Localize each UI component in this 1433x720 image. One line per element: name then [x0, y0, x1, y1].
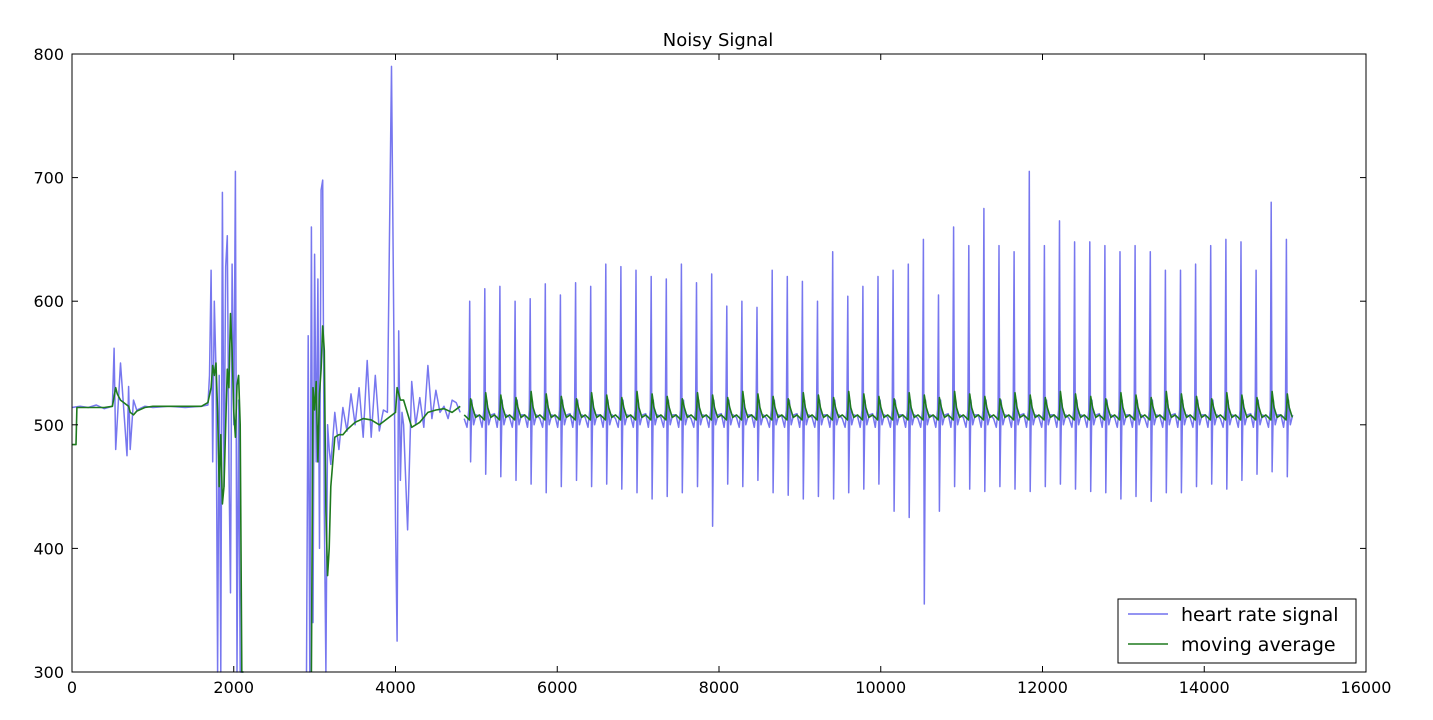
plot-area [71, 53, 1367, 673]
x-tick-label: 12000 [1017, 678, 1068, 697]
series-line-heart-rate-signal [71, 170, 244, 673]
y-tick-label: 400 [33, 539, 64, 558]
x-tick-label: 8000 [699, 678, 740, 697]
x-tick-label: 0 [67, 678, 77, 697]
x-tick-label: 14000 [1179, 678, 1230, 697]
legend-label-heart-rate-signal: heart rate signal [1181, 604, 1339, 626]
y-axis-ticks: 300 400 500 600 700 800 [33, 45, 1366, 682]
y-tick-label: 800 [33, 45, 64, 64]
series-layer [71, 65, 1294, 673]
y-tick-label: 300 [33, 663, 64, 682]
legend-label-moving-average: moving average [1181, 634, 1336, 656]
series-line-moving-average [310, 325, 461, 673]
series-line-heart-rate-signal [305, 65, 461, 673]
x-tick-label: 6000 [537, 678, 578, 697]
y-tick-label: 700 [33, 169, 64, 188]
series-line-moving-average [72, 312, 244, 673]
series-line-moving-average [463, 390, 1294, 421]
y-tick-label: 500 [33, 416, 64, 435]
chart-title: Noisy Signal [663, 30, 774, 51]
x-tick-label: 16000 [1341, 678, 1392, 697]
x-axis-ticks: 0 2000 4000 6000 8000 10000 12000 14000 16000 [67, 54, 1392, 697]
x-tick-label: 2000 [213, 678, 254, 697]
x-tick-label: 10000 [855, 678, 906, 697]
x-tick-label: 4000 [375, 678, 416, 697]
legend: heart rate signal moving average [1117, 598, 1357, 664]
y-tick-label: 600 [33, 292, 64, 311]
plot-frame [72, 54, 1366, 672]
series-line-heart-rate-signal [463, 170, 1294, 605]
legend-box [1117, 598, 1357, 664]
